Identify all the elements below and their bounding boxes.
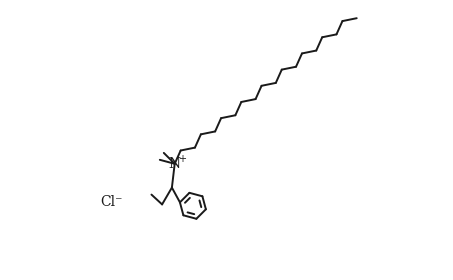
Text: N: N [169,157,181,171]
Text: +: + [178,154,186,164]
Text: Cl⁻: Cl⁻ [101,195,123,209]
